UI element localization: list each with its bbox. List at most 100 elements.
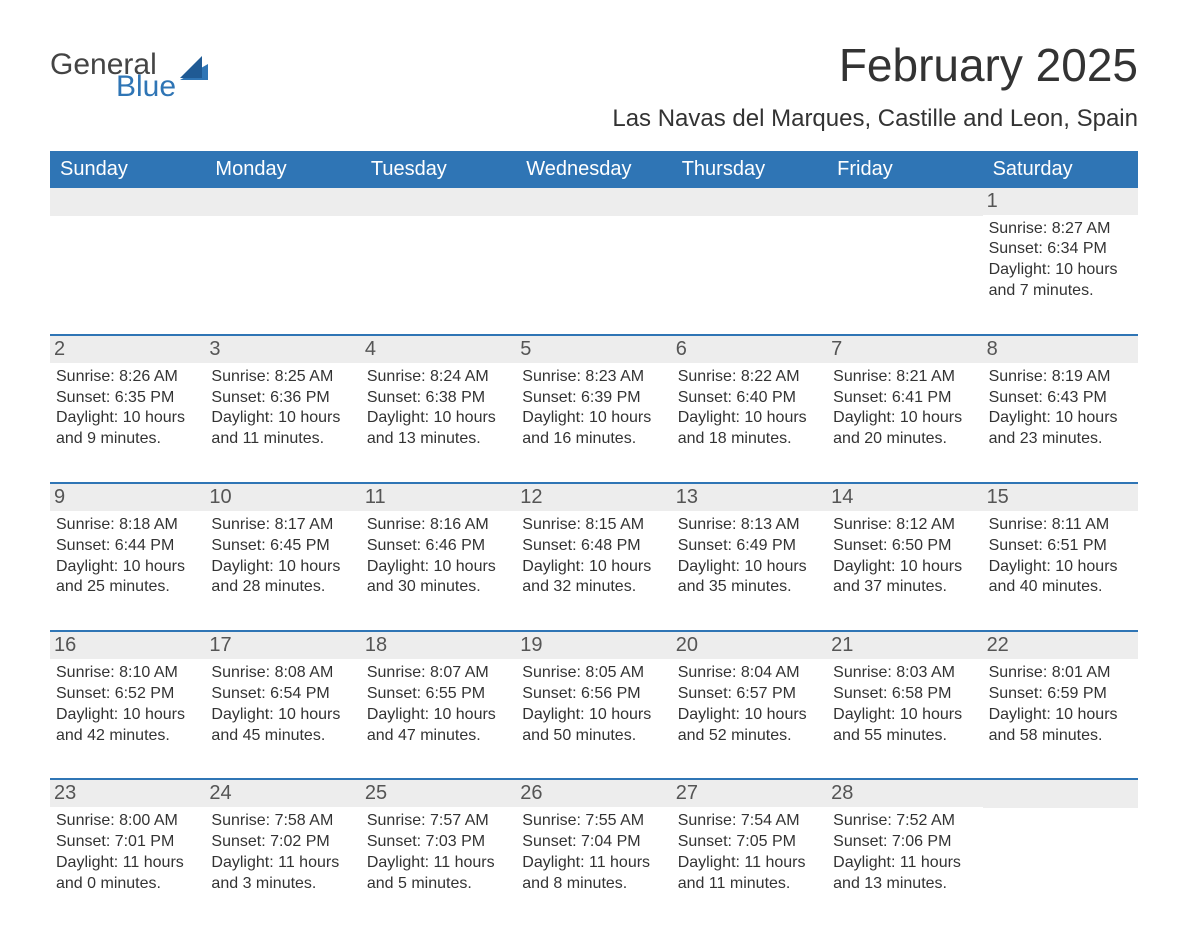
daylight-line: Daylight: 11 hours: [833, 853, 976, 874]
dow-sunday: Sunday: [50, 151, 205, 188]
sunset-line: Sunset: 6:48 PM: [522, 536, 665, 557]
sunset-line: Sunset: 6:43 PM: [989, 388, 1132, 409]
daylight-line: Daylight: 10 hours: [989, 557, 1132, 578]
sunset-line: Sunset: 6:36 PM: [211, 388, 354, 409]
daylight-line: Daylight: 10 hours: [211, 557, 354, 578]
daylight-line: Daylight: 10 hours: [211, 705, 354, 726]
sunrise-line: Sunrise: 8:21 AM: [833, 367, 976, 388]
sunrise-line: Sunrise: 8:03 AM: [833, 663, 976, 684]
daylight-line: Daylight: 11 hours: [367, 853, 510, 874]
daylight-line: Daylight: 10 hours: [367, 408, 510, 429]
calendar-day: 15Sunrise: 8:11 AMSunset: 6:51 PMDayligh…: [983, 484, 1138, 606]
calendar-day: 12Sunrise: 8:15 AMSunset: 6:48 PMDayligh…: [516, 484, 671, 606]
calendar-day: 1 Sunrise: 8:27 AMSunset: 6:34 PMDaylight…: [983, 188, 1138, 310]
daylight-line: Daylight: 10 hours: [833, 705, 976, 726]
sunrise-line: Sunrise: 8:13 AM: [678, 515, 821, 536]
sunrise-line: Sunrise: 7:57 AM: [367, 811, 510, 832]
sunset-line: Sunset: 6:58 PM: [833, 684, 976, 705]
daylight-line: Daylight: 10 hours: [522, 557, 665, 578]
day-number: 7: [827, 336, 982, 363]
location-subtitle: Las Navas del Marques, Castille and Leon…: [612, 105, 1138, 133]
page-header: General Blue February 2025 Las Navas del…: [50, 40, 1138, 133]
calendar-day: 8 Sunrise: 8:19 AMSunset: 6:43 PMDaylight…: [983, 336, 1138, 458]
sunrise-line: Sunrise: 8:17 AM: [211, 515, 354, 536]
sail-icon: [180, 56, 208, 80]
daylight-line: Daylight: 10 hours: [56, 408, 199, 429]
daylight-line: Daylight: 10 hours: [989, 260, 1132, 281]
daylight-line: and 13 minutes.: [833, 874, 976, 895]
sunset-line: Sunset: 6:52 PM: [56, 684, 199, 705]
calendar-day: 19Sunrise: 8:05 AMSunset: 6:56 PMDayligh…: [516, 632, 671, 754]
sunrise-line: Sunrise: 7:58 AM: [211, 811, 354, 832]
sunrise-line: Sunrise: 8:18 AM: [56, 515, 199, 536]
sunrise-line: Sunrise: 7:54 AM: [678, 811, 821, 832]
day-number: 23: [50, 780, 205, 807]
daylight-line: and 55 minutes.: [833, 726, 976, 747]
day-number: 20: [672, 632, 827, 659]
day-number: 2: [50, 336, 205, 363]
calendar-day: 13Sunrise: 8:13 AMSunset: 6:49 PMDayligh…: [672, 484, 827, 606]
sunset-line: Sunset: 7:02 PM: [211, 832, 354, 853]
daylight-line: and 45 minutes.: [211, 726, 354, 747]
sunset-line: Sunset: 6:46 PM: [367, 536, 510, 557]
sunrise-line: Sunrise: 8:07 AM: [367, 663, 510, 684]
daylight-line: Daylight: 10 hours: [56, 705, 199, 726]
calendar-day: [983, 780, 1138, 902]
month-title: February 2025: [612, 40, 1138, 91]
daylight-line: Daylight: 10 hours: [989, 408, 1132, 429]
daylight-line: and 30 minutes.: [367, 577, 510, 598]
calendar-day: 16Sunrise: 8:10 AMSunset: 6:52 PMDayligh…: [50, 632, 205, 754]
calendar-week: 9Sunrise: 8:18 AMSunset: 6:44 PMDaylight…: [50, 482, 1138, 606]
daylight-line: and 35 minutes.: [678, 577, 821, 598]
sunset-line: Sunset: 6:54 PM: [211, 684, 354, 705]
sunset-line: Sunset: 6:59 PM: [989, 684, 1132, 705]
calendar-day: 10Sunrise: 8:17 AMSunset: 6:45 PMDayligh…: [205, 484, 360, 606]
day-number: 17: [205, 632, 360, 659]
calendar-day: 28Sunrise: 7:52 AMSunset: 7:06 PMDayligh…: [827, 780, 982, 902]
sunset-line: Sunset: 6:34 PM: [989, 239, 1132, 260]
calendar-day: 6Sunrise: 8:22 AMSunset: 6:40 PMDaylight…: [672, 336, 827, 458]
calendar-day: 21Sunrise: 8:03 AMSunset: 6:58 PMDayligh…: [827, 632, 982, 754]
daylight-line: and 0 minutes.: [56, 874, 199, 895]
sunset-line: Sunset: 6:50 PM: [833, 536, 976, 557]
sunset-line: Sunset: 7:03 PM: [367, 832, 510, 853]
daylight-line: and 11 minutes.: [211, 429, 354, 450]
dow-saturday: Saturday: [983, 151, 1138, 188]
daylight-line: and 8 minutes.: [522, 874, 665, 895]
sunset-line: Sunset: 6:55 PM: [367, 684, 510, 705]
daylight-line: and 3 minutes.: [211, 874, 354, 895]
day-number: 1: [983, 188, 1138, 215]
sunrise-line: Sunrise: 8:15 AM: [522, 515, 665, 536]
sunrise-line: Sunrise: 8:27 AM: [989, 219, 1132, 240]
day-number: 19: [516, 632, 671, 659]
day-number: 13: [672, 484, 827, 511]
day-number: [827, 188, 982, 216]
day-number: 6: [672, 336, 827, 363]
daylight-line: and 13 minutes.: [367, 429, 510, 450]
dow-friday: Friday: [827, 151, 982, 188]
daylight-line: Daylight: 11 hours: [56, 853, 199, 874]
weeks-container: 1Sunrise: 8:27 AMSunset: 6:34 PMDaylight…: [50, 188, 1138, 903]
day-number: 3: [205, 336, 360, 363]
sunset-line: Sunset: 6:35 PM: [56, 388, 199, 409]
sunrise-line: Sunrise: 8:01 AM: [989, 663, 1132, 684]
sunset-line: Sunset: 6:44 PM: [56, 536, 199, 557]
calendar-week: 16Sunrise: 8:10 AMSunset: 6:52 PMDayligh…: [50, 630, 1138, 754]
calendar-week: 2Sunrise: 8:26 AMSunset: 6:35 PMDaylight…: [50, 334, 1138, 458]
sunrise-line: Sunrise: 8:24 AM: [367, 367, 510, 388]
daylight-line: Daylight: 10 hours: [56, 557, 199, 578]
daylight-line: and 23 minutes.: [989, 429, 1132, 450]
day-number: [361, 188, 516, 216]
sunset-line: Sunset: 6:57 PM: [678, 684, 821, 705]
day-number: 8: [983, 336, 1138, 363]
day-number: 16: [50, 632, 205, 659]
calendar-day: 17Sunrise: 8:08 AMSunset: 6:54 PMDayligh…: [205, 632, 360, 754]
daylight-line: and 25 minutes.: [56, 577, 199, 598]
daylight-line: and 37 minutes.: [833, 577, 976, 598]
sunrise-line: Sunrise: 8:22 AM: [678, 367, 821, 388]
calendar-day: 18Sunrise: 8:07 AMSunset: 6:55 PMDayligh…: [361, 632, 516, 754]
title-block: February 2025 Las Navas del Marques, Cas…: [612, 40, 1138, 133]
daylight-line: and 52 minutes.: [678, 726, 821, 747]
sunrise-line: Sunrise: 8:19 AM: [989, 367, 1132, 388]
calendar-day: 4Sunrise: 8:24 AMSunset: 6:38 PMDaylight…: [361, 336, 516, 458]
